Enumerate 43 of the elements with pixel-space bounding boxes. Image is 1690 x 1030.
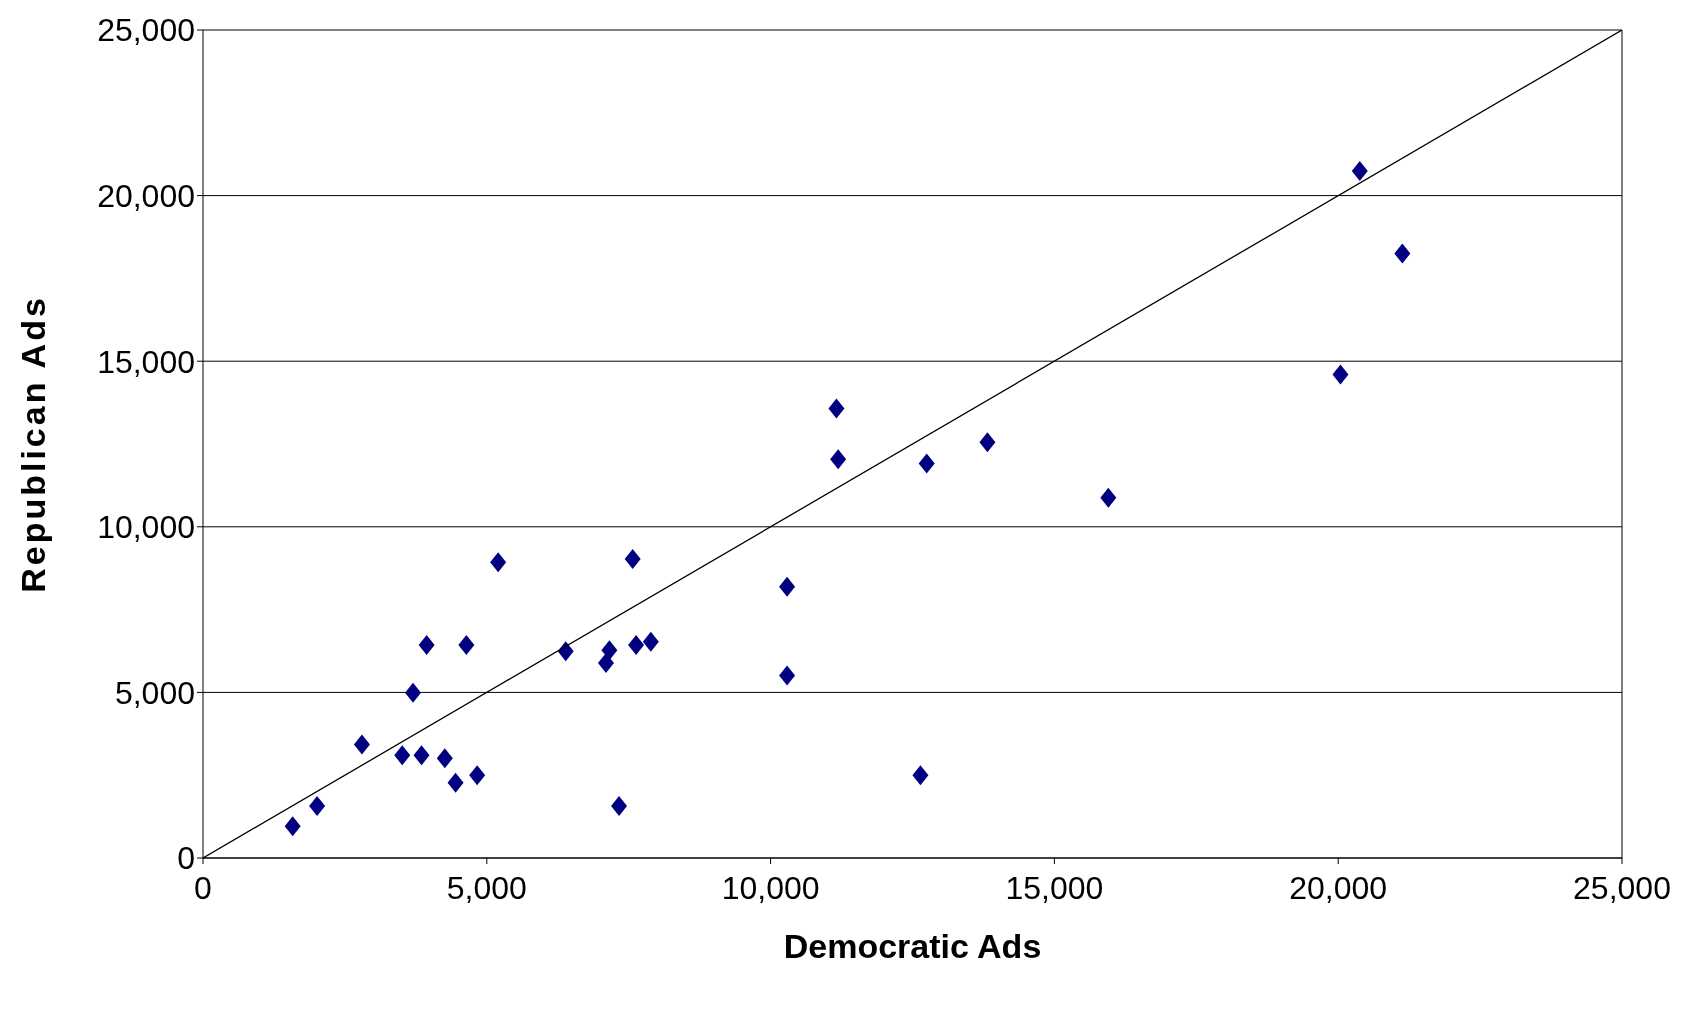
point (394, 745, 411, 766)
point (598, 652, 614, 673)
point (1394, 243, 1411, 264)
point (469, 765, 486, 786)
point (1332, 364, 1349, 385)
point (828, 398, 845, 419)
point (779, 665, 796, 686)
point (830, 449, 847, 470)
y-tick-label: 10,000 (97, 509, 195, 546)
point (601, 640, 618, 661)
point (1100, 487, 1117, 508)
point (447, 772, 464, 793)
point (458, 635, 475, 656)
point (284, 816, 301, 837)
point (912, 765, 929, 786)
x-tick-label: 5,000 (446, 869, 527, 906)
point (1351, 161, 1368, 182)
point (418, 635, 435, 656)
point (918, 453, 935, 474)
point (642, 631, 659, 652)
y-tick-label: 20,000 (97, 177, 195, 214)
y-axis-title: Republican Ads (14, 295, 53, 593)
x-tick-label: 20,000 (1289, 869, 1388, 906)
point (979, 432, 996, 453)
point (405, 682, 422, 703)
point (309, 796, 326, 816)
point (353, 734, 370, 755)
x-tick-label: 15,000 (1005, 869, 1104, 906)
x-tick-label: 25,000 (1573, 869, 1671, 906)
point (490, 552, 507, 573)
x-tick-label: 10,000 (721, 869, 820, 906)
point (628, 635, 645, 656)
point (436, 748, 453, 769)
point (557, 641, 574, 662)
y-tick-label: 5,000 (114, 674, 195, 711)
y-tick-label: 15,000 (97, 343, 195, 380)
y-tick-label: 25,000 (97, 12, 195, 49)
point (611, 796, 628, 816)
point (779, 576, 796, 597)
point (624, 548, 641, 569)
y-tick-label: 0 (177, 840, 195, 877)
x-axis-title: Democratic Ads (783, 927, 1042, 965)
point (413, 745, 430, 766)
